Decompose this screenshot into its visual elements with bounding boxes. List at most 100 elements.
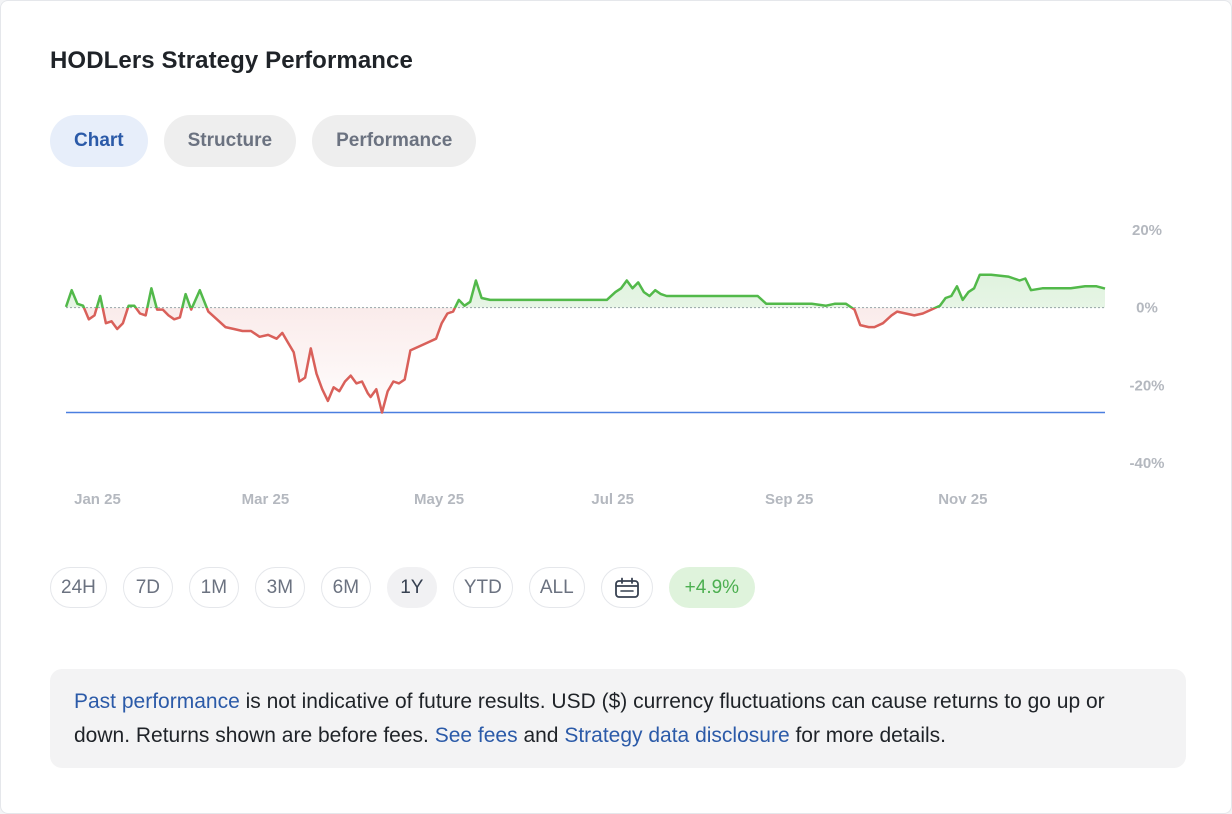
data-point bbox=[303, 376, 307, 380]
see-fees-link[interactable]: See fees bbox=[434, 724, 518, 747]
data-point bbox=[676, 294, 680, 298]
data-point bbox=[249, 329, 253, 333]
data-point bbox=[332, 385, 336, 389]
data-point bbox=[403, 378, 407, 382]
data-point bbox=[921, 311, 925, 315]
data-point bbox=[360, 379, 364, 383]
data-point bbox=[349, 374, 353, 378]
data-point bbox=[132, 304, 136, 308]
data-point bbox=[258, 335, 262, 339]
data-point bbox=[858, 323, 862, 327]
data-point bbox=[989, 273, 993, 277]
data-point bbox=[87, 317, 91, 321]
data-point bbox=[75, 302, 79, 306]
data-point bbox=[966, 290, 970, 294]
data-point bbox=[468, 300, 472, 304]
past-performance-link[interactable]: Past performance bbox=[74, 690, 240, 713]
range-24h-button[interactable]: 24H bbox=[50, 567, 107, 608]
performance-chart: 20% 0% -20% -40% Jan 25 Mar 25 May 25 Jul 25 Se… bbox=[64, 222, 1165, 508]
data-point bbox=[1012, 277, 1016, 281]
data-point bbox=[642, 290, 646, 294]
tab-chart[interactable]: Chart bbox=[50, 115, 148, 167]
data-point bbox=[232, 327, 236, 331]
data-point bbox=[309, 346, 313, 350]
range-3m-button[interactable]: 3M bbox=[254, 567, 305, 608]
data-point bbox=[417, 345, 421, 349]
view-tabs: Chart Structure Performance bbox=[50, 115, 477, 167]
data-point bbox=[912, 313, 916, 317]
data-point bbox=[166, 313, 170, 317]
y-tick-label: -40% bbox=[1129, 455, 1164, 472]
data-point bbox=[297, 379, 301, 383]
x-tick-label: Mar 25 bbox=[242, 491, 290, 508]
data-point bbox=[929, 308, 933, 312]
range-1m-button[interactable]: 1M bbox=[188, 567, 239, 608]
data-point bbox=[744, 294, 748, 298]
disclaimer-text: for more details. bbox=[789, 724, 947, 747]
strategy-disclosure-link[interactable]: Strategy data disclosure bbox=[564, 724, 790, 747]
custom-range-button[interactable] bbox=[600, 567, 653, 608]
data-point bbox=[619, 286, 623, 290]
range-all-button[interactable]: ALL bbox=[528, 567, 585, 608]
x-tick-label: May 25 bbox=[414, 491, 464, 508]
data-point bbox=[161, 308, 165, 312]
data-point bbox=[380, 411, 384, 415]
range-1y-button[interactable]: 1Y bbox=[386, 567, 437, 608]
data-point bbox=[426, 341, 430, 345]
range-ytd-button[interactable]: YTD bbox=[452, 567, 513, 608]
data-point bbox=[366, 391, 370, 395]
data-point bbox=[337, 389, 341, 393]
range-7d-button[interactable]: 7D bbox=[122, 567, 173, 608]
data-point bbox=[81, 304, 85, 308]
data-point bbox=[773, 302, 777, 306]
data-point bbox=[904, 311, 908, 315]
data-point bbox=[480, 296, 484, 300]
range-6m-button[interactable]: 6M bbox=[320, 567, 371, 608]
data-point bbox=[115, 327, 119, 331]
data-point bbox=[653, 288, 657, 292]
data-point bbox=[1094, 284, 1098, 288]
x-tick-label: Sep 25 bbox=[765, 491, 813, 508]
data-point bbox=[944, 296, 948, 300]
y-axis: 20% 0% -20% -40% bbox=[1129, 222, 1164, 472]
data-point bbox=[810, 302, 814, 306]
data-point bbox=[784, 302, 788, 306]
data-point bbox=[451, 310, 455, 314]
data-point bbox=[1083, 284, 1087, 288]
data-point bbox=[292, 350, 296, 354]
data-point bbox=[215, 317, 219, 321]
data-point bbox=[961, 298, 965, 302]
data-point bbox=[494, 298, 498, 302]
y-tick-label: 20% bbox=[1132, 222, 1162, 239]
disclaimer-box: Past performance is not indicative of fu… bbox=[50, 669, 1186, 768]
tab-structure[interactable]: Structure bbox=[163, 115, 297, 167]
data-point bbox=[70, 288, 74, 292]
data-point bbox=[178, 315, 182, 319]
data-point bbox=[440, 321, 444, 325]
data-point bbox=[972, 286, 976, 290]
data-point bbox=[155, 308, 159, 312]
data-point bbox=[938, 304, 942, 308]
tab-performance[interactable]: Performance bbox=[312, 115, 477, 167]
calendar-icon bbox=[614, 577, 639, 598]
data-point bbox=[648, 294, 652, 298]
data-point bbox=[756, 294, 760, 298]
data-point bbox=[1006, 275, 1010, 279]
data-point bbox=[374, 387, 378, 391]
data-point bbox=[605, 298, 609, 302]
data-point bbox=[206, 310, 210, 314]
data-point bbox=[110, 319, 114, 323]
data-point bbox=[184, 292, 188, 296]
data-point bbox=[764, 302, 768, 306]
data-point bbox=[445, 311, 449, 315]
data-point bbox=[613, 290, 617, 294]
data-point bbox=[189, 308, 193, 312]
x-axis: Jan 25 Mar 25 May 25 Jul 25 Sep 25 Nov 25 bbox=[74, 491, 987, 508]
data-point bbox=[895, 310, 899, 314]
data-point bbox=[867, 325, 871, 329]
time-range-selector: 24H 7D 1M 3M 6M 1Y YTD ALL +4.9% bbox=[50, 567, 756, 608]
data-point bbox=[280, 331, 284, 335]
data-point bbox=[138, 311, 142, 315]
data-point bbox=[844, 302, 848, 306]
